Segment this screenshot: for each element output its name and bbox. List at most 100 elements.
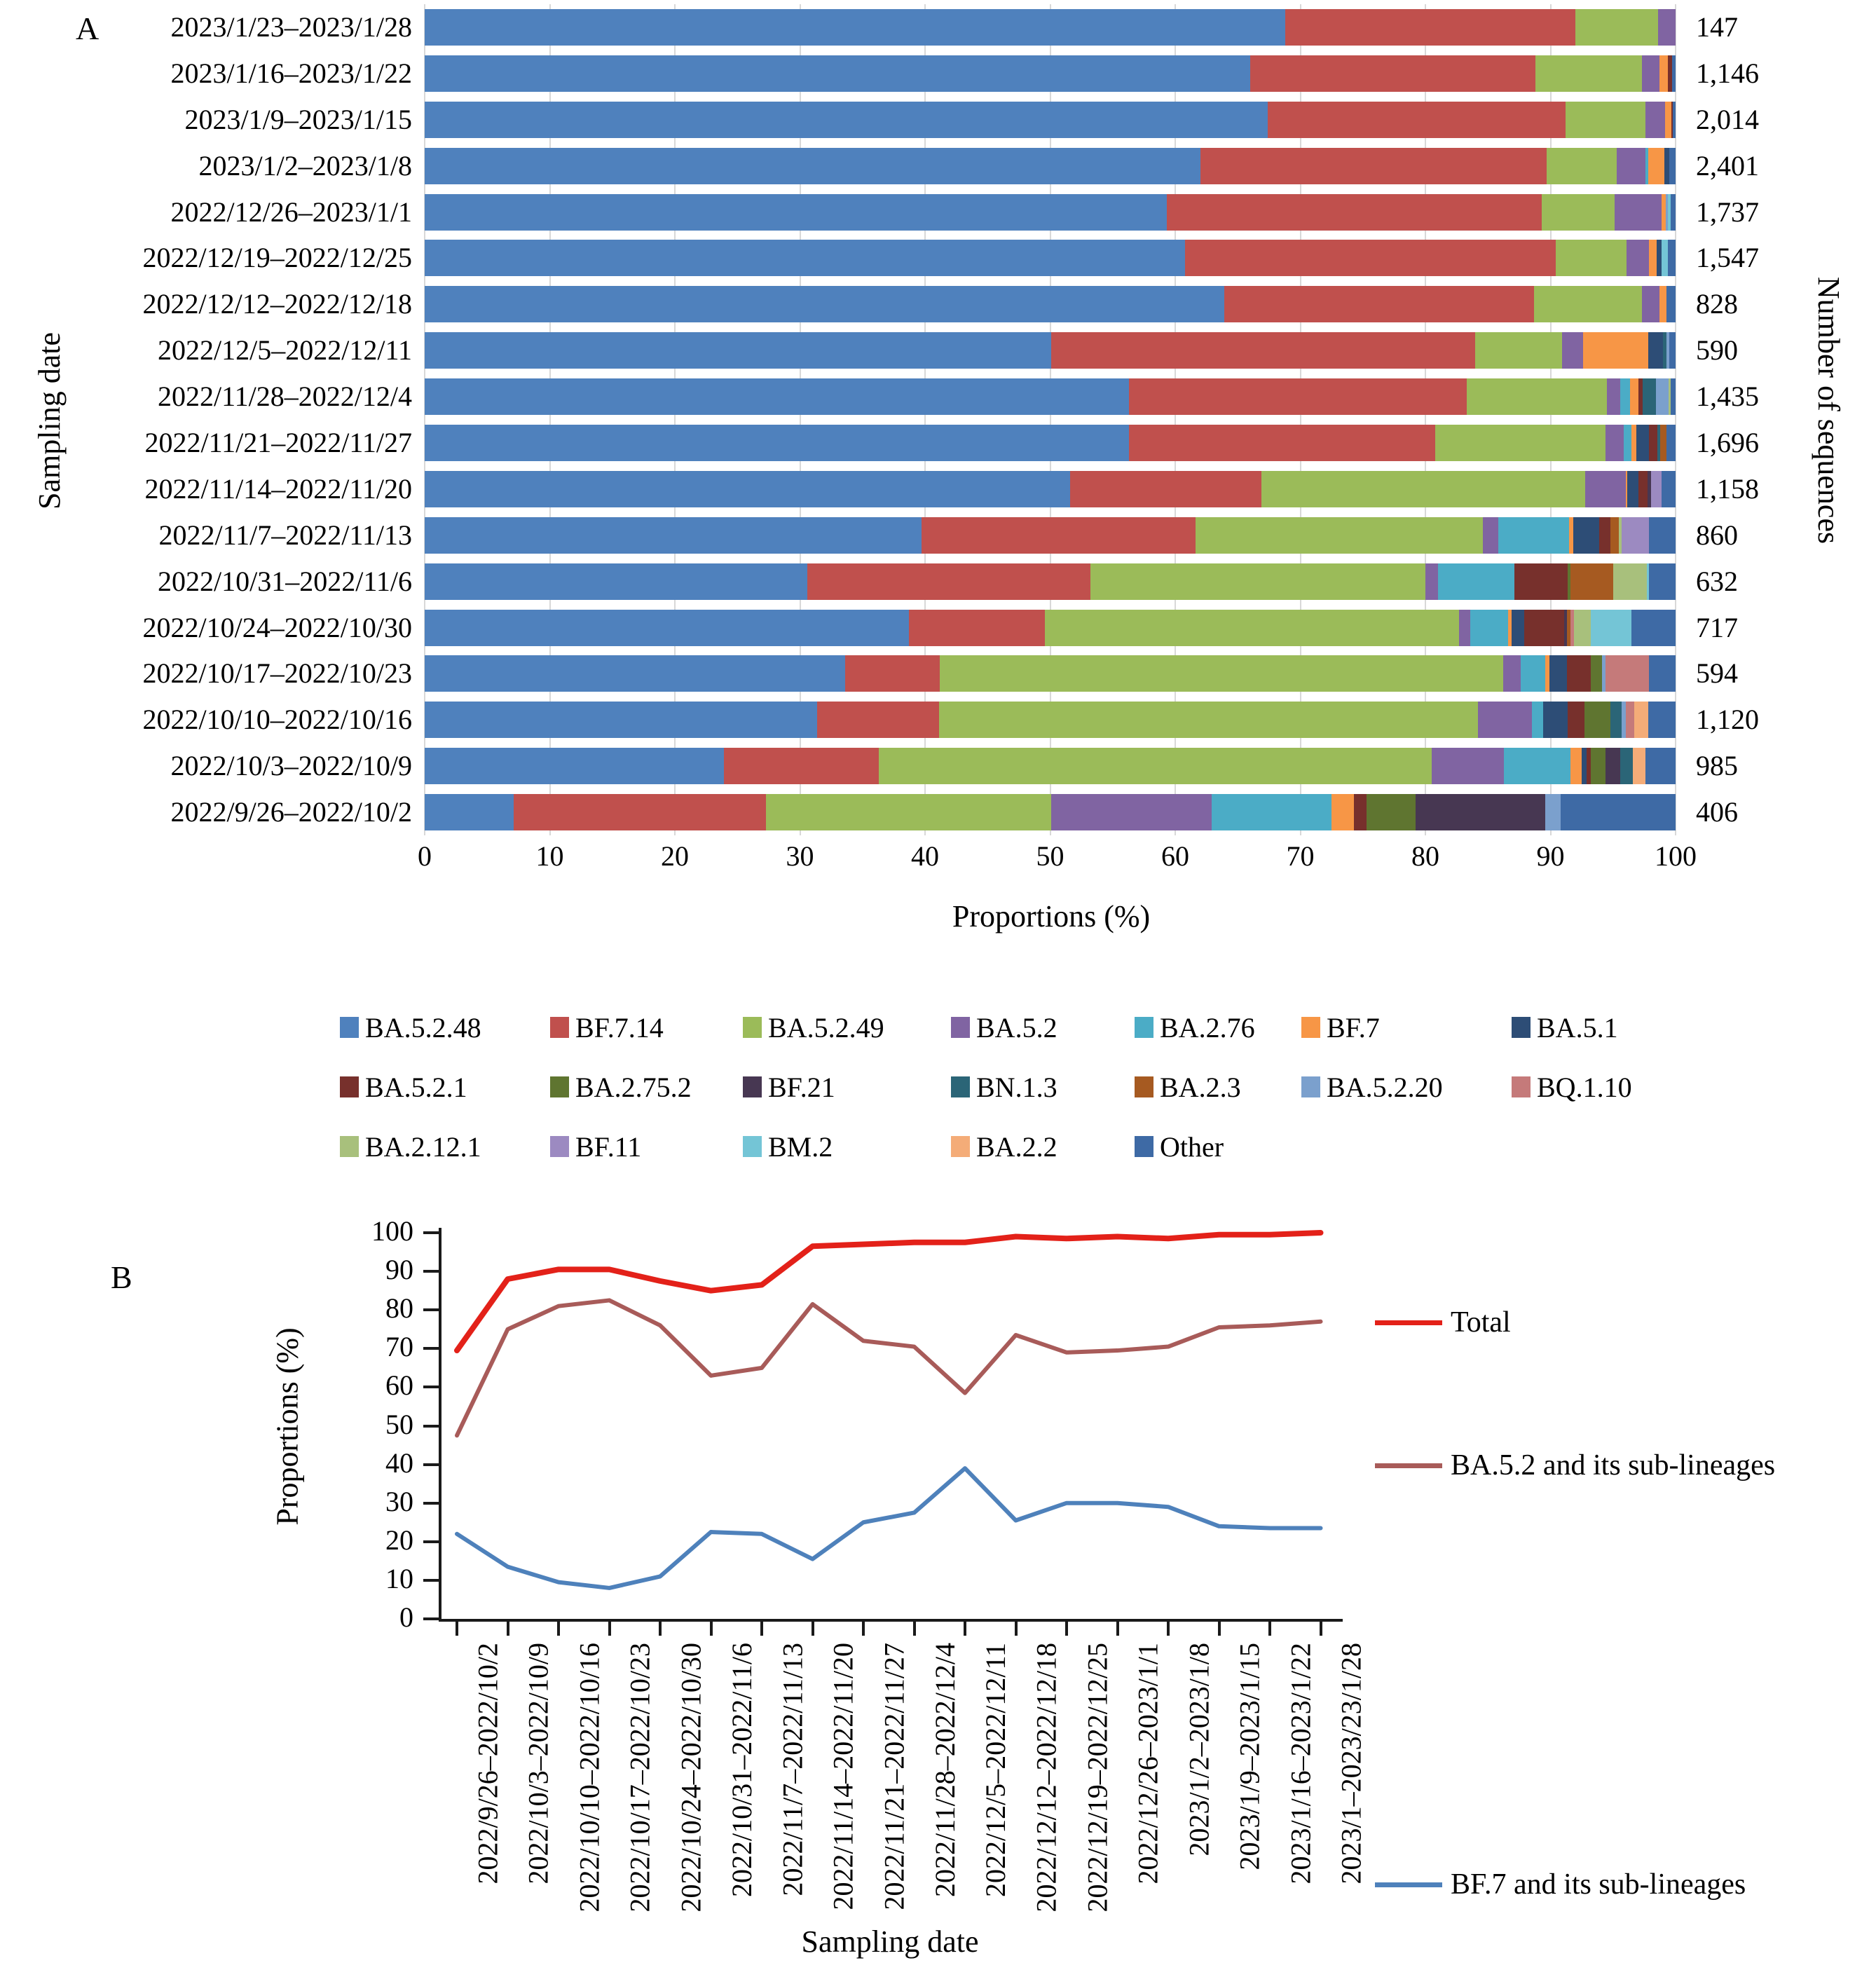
bar-segment-BA.5.2.49 [1475,332,1562,369]
row-count-label: 860 [1696,519,1738,551]
bar-segment-BA.5.2.49 [1565,101,1646,138]
panel-b-xtick-14 [1167,1619,1170,1636]
bar-segment-BF.7.14 [1128,378,1467,416]
panel-a-right-axis-title-text: Number of sequences [1812,276,1847,545]
legend-swatch-BA.5.2.1 [340,1076,359,1097]
panel-b-yticklabel-80: 80 [385,1292,413,1325]
panel-b-xticklabel-text-2: 2022/10/10–2022/10/16 [573,1643,605,1913]
panel-b-ytick-80 [423,1308,439,1312]
bar-segment-BA.2.75.2 [1590,655,1602,692]
panel-b-x-axis-title-text: Sampling date [801,1924,979,1959]
x-ticklabel-40: 40 [911,840,939,872]
panel-b-xtick-17 [1319,1619,1322,1636]
bar-segment-BA.2.2 [1633,748,1646,785]
panel-b-yticklabel-70: 70 [385,1331,413,1363]
bar-segment-BA.5.2.1 [1587,748,1591,785]
legend-swatch-BF.21 [743,1076,762,1097]
panel-b-xticklabel-text-6: 2022/11/7–2022/11/13 [776,1643,808,1896]
row-date-label: 2023/1/23–2023/1/28 [170,11,412,43]
legend-swatch-BA.2.12.1 [340,1136,359,1157]
x-ticklabel-100: 100 [1655,840,1697,872]
bar-segment-Other [1645,748,1676,785]
panel-b-yticklabel-40: 40 [385,1446,413,1479]
legend-label-Other: Other [1160,1130,1224,1163]
x-ticklabel-70: 70 [1286,840,1315,872]
bar-segment-BF.7.14 [513,794,767,831]
stacked-bar [425,702,1676,739]
legend-item-BA.2.75.2: BA.2.75.2 [550,1069,692,1104]
panel-b-xtick-7 [811,1619,814,1636]
bar-segment-BA.2.75.2 [1590,748,1605,785]
panel-b-yticklabel-50: 50 [385,1408,413,1440]
bar-segment-BA.2.76 [1437,563,1514,600]
panel-b-ytick-10 [423,1578,439,1582]
panel-b-xticklabel-text-11: 2022/12/12–2022/12/18 [1030,1643,1062,1913]
panel-a-right-axis-title: Number of sequences [1633,277,1876,544]
bar-segment-BA.5.2.1 [1671,101,1673,138]
bar-segment-BA.5.2.48 [425,563,808,600]
row-count-label: 632 [1696,565,1738,597]
panel-b-xtick-2 [557,1619,560,1636]
bar-segment-BF.7.14 [723,748,879,785]
legend-item-BA.5.2: BA.5.2 [951,1010,1057,1045]
bar-segment-BA.2.76 [1211,794,1332,831]
panel-b-xtick-12 [1065,1619,1068,1636]
gridline-50 [1049,4,1051,835]
panel-b-xtick-11 [1014,1619,1018,1636]
row-date-label: 2022/12/5–2022/12/11 [158,334,412,367]
panel-b-xticklabel-text-12: 2022/12/19–2022/12/25 [1081,1643,1113,1913]
stacked-bar [425,655,1676,692]
bar-segment-BA.5.2.48 [425,147,1200,184]
bar-segment-BA.5.2.49 [1195,517,1484,554]
row-date-label: 2023/1/2–2023/1/8 [198,149,412,182]
legend-swatch-BN.1.3 [951,1076,970,1097]
x-ticklabel-60: 60 [1161,840,1189,872]
bar-segment-BA.5.2.49 [1535,55,1642,92]
stacked-bar [425,332,1676,369]
legend-item-BA.5.2.49: BA.5.2.49 [743,1010,884,1045]
bar-segment-BA.5.2.48 [425,332,1052,369]
bar-segment-BF.7.14 [1051,332,1476,369]
bar-segment-BF.7.14 [1070,470,1262,507]
bar-segment-BA.5.2.48 [425,517,922,554]
panel-b-ytick-70 [423,1347,439,1350]
legend-label-BA.2.2: BA.2.2 [976,1130,1057,1163]
bar-segment-BA.5.2.48 [425,470,1071,507]
bar-segment-BA.2.76 [1498,517,1570,554]
row-count-label: 590 [1696,334,1738,367]
bar-segment-BA.5.2 [1483,517,1498,554]
row-date-label: 2022/11/21–2022/11/27 [144,427,412,458]
row-count-label: 985 [1696,750,1738,782]
panel-b-yticklabel-0: 0 [399,1601,413,1633]
bar-segment-BN.1.3 [1663,332,1667,369]
bar-segment-BF.7.14 [908,609,1046,646]
bar-segment-BF.7.14 [1224,286,1535,323]
bar-segment-BF.7.14 [1166,193,1542,231]
bar-segment-BA.5.2.1 [1638,378,1643,416]
bar-segment-BA.5.2.49 [1575,8,1658,46]
panel-b-xtick-13 [1116,1619,1119,1636]
row-count-label: 1,547 [1696,242,1759,274]
legend-label-BA.5.2.20: BA.5.2.20 [1327,1071,1443,1103]
bar-segment-BQ.1.10 [1625,702,1635,739]
bar-segment-BF.7 [1625,470,1628,507]
panel-b-xtick-5 [709,1619,713,1636]
row-date-label: 2022/10/24–2022/10/30 [142,611,412,643]
bar-segment-BA.5.2 [1617,147,1646,184]
legend-item-BF.7.14: BF.7.14 [550,1010,664,1045]
bar-segment-BA.5.2.49 [1261,470,1586,507]
bar-segment-BA.2.12.1 [1669,378,1671,416]
bar-segment-BA.5.2.48 [425,748,724,785]
bar-segment-BA.5.2.48 [425,378,1129,416]
bar-segment-BA.2.3 [1566,609,1570,646]
panel-b-ytick-0 [423,1617,439,1620]
bar-segment-BA.5.2.1 [1648,424,1658,461]
bar-segment-BA.5.2.20 [1622,702,1626,739]
row-date-label: 2022/10/3–2022/10/9 [170,750,412,782]
row-count-label: 2,401 [1696,149,1759,182]
bar-segment-BA.2.12.1 [1574,609,1591,646]
bar-segment-BA.5.2.1 [1524,609,1565,646]
stacked-bar [425,424,1676,461]
stacked-bar [425,609,1676,646]
stacked-bar [425,470,1676,507]
